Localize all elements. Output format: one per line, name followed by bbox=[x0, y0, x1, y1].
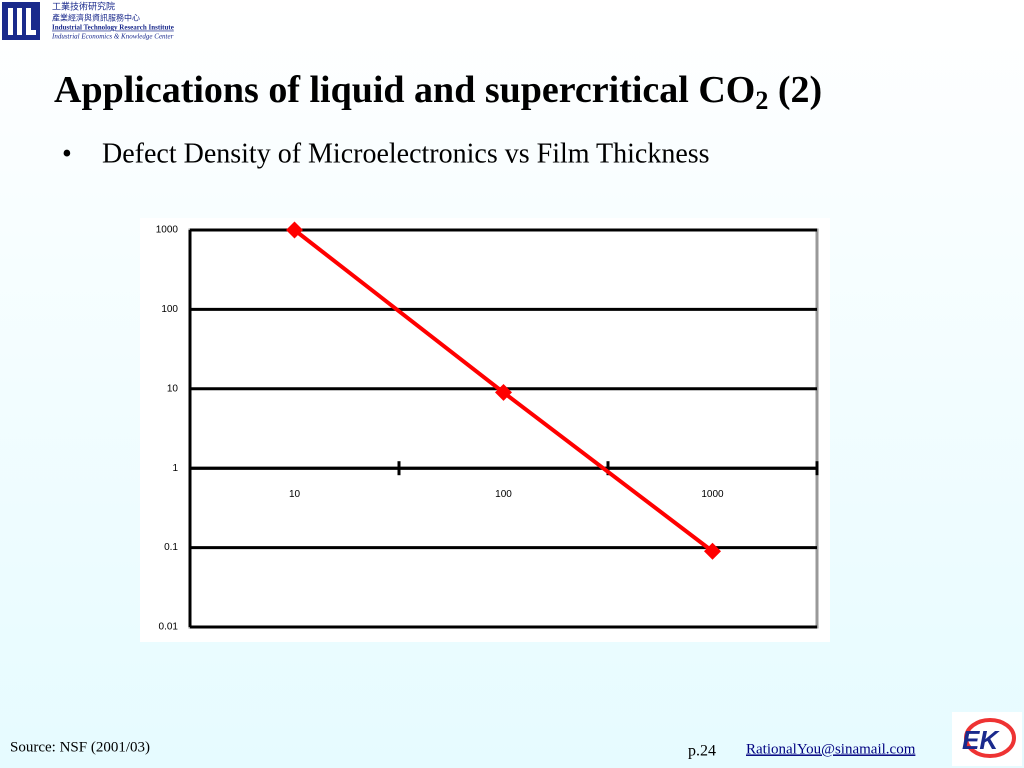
source: Source: NSF (2001/03) bbox=[10, 739, 150, 755]
title-subscript: 2 bbox=[755, 86, 768, 115]
data-point bbox=[286, 221, 303, 239]
title-text: (2) bbox=[768, 69, 822, 111]
y-tick-label: 100 bbox=[161, 304, 178, 315]
chart: 1000 100 10 1 0.1 0.01 10 100 1000 bbox=[156, 221, 819, 633]
org-line: 產業經濟與資訊服務中心 bbox=[52, 13, 140, 23]
email-link[interactable]: RationalYou@sinamail.com bbox=[746, 741, 916, 757]
org-line: 工業技術研究院 bbox=[52, 1, 115, 13]
svg-text:EK: EK bbox=[962, 725, 1000, 755]
x-tick-label: 1000 bbox=[701, 489, 724, 500]
x-tick-label: 10 bbox=[289, 489, 301, 500]
org-line: Industrial Economics & Knowledge Center bbox=[51, 33, 174, 41]
itri-logo bbox=[2, 2, 40, 40]
data-point bbox=[704, 542, 721, 560]
page-number: p.24 bbox=[688, 743, 716, 760]
data-point bbox=[495, 383, 512, 401]
org-line: Industrial Technology Research Institute bbox=[52, 24, 174, 32]
ek-logo: EK bbox=[952, 712, 1022, 766]
y-tick-label: 1 bbox=[172, 463, 178, 474]
slide-title: Applications of liquid and supercritical… bbox=[54, 69, 822, 115]
y-tick-label: 0.1 bbox=[164, 542, 178, 553]
title-text: Applications of liquid and supercritical… bbox=[54, 69, 755, 111]
y-tick-label: 10 bbox=[167, 383, 179, 394]
chart-background bbox=[140, 218, 830, 642]
bullet-text: Defect Density of Microelectronics vs Fi… bbox=[102, 138, 710, 169]
y-tick-label: 0.01 bbox=[159, 622, 179, 633]
x-tick-label: 100 bbox=[495, 489, 512, 500]
y-tick-label: 1000 bbox=[156, 225, 179, 236]
bullet-mark: • bbox=[62, 138, 72, 169]
